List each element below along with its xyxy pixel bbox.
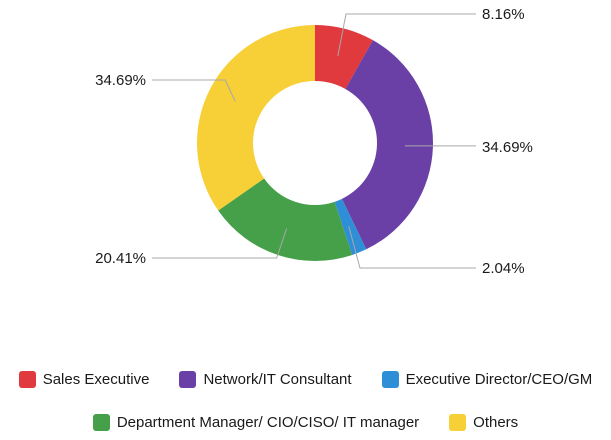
data-label-sales-executive: 8.16% (482, 6, 525, 23)
legend-item-network-it-consultant[interactable]: Network/IT Consultant (179, 371, 352, 388)
legend-label-network-it-consultant: Network/IT Consultant (203, 371, 352, 388)
legend-item-sales-executive[interactable]: Sales Executive (18, 371, 150, 388)
legend-label-sales-executive: Sales Executive (42, 371, 150, 388)
legend-row-1: Sales Executive Network/IT Consultant Ex… (0, 371, 611, 388)
leader-line-others (152, 79, 236, 102)
leader-line-department-manager-cio-ciso-it-manager (152, 228, 288, 259)
legend-swatch-network-it-consultant (179, 371, 197, 388)
legend-swatch-others (449, 414, 467, 431)
legend-label-department-manager: Department Manager/ CIO/CISO/ IT manager (116, 414, 420, 431)
legend-label-executive-director: Executive Director/CEO/GM (405, 371, 593, 388)
legend-swatch-executive-director (381, 371, 399, 388)
legend-swatch-sales-executive (18, 371, 36, 388)
slice-department-manager-cio-ciso-it-manager[interactable] (218, 178, 353, 261)
leader-line-sales-executive (337, 13, 476, 57)
leader-line-executive-director-ceo-gm (348, 226, 476, 269)
legend-item-others[interactable]: Others (449, 414, 518, 431)
data-label-executive-director-ceo-gm: 2.04% (482, 260, 525, 277)
legend-label-others: Others (473, 414, 519, 431)
data-label-network-it-consultant: 34.69% (482, 139, 533, 156)
data-label-department-manager-cio-ciso-it-manager: 20.41% (95, 250, 146, 267)
legend-swatch-department-manager (92, 414, 110, 431)
slice-network-it-consultant[interactable] (341, 40, 433, 250)
legend-row-2: Department Manager/ CIO/CISO/ IT manager… (0, 414, 611, 431)
slice-others[interactable] (196, 24, 315, 211)
legend-item-executive-director[interactable]: Executive Director/CEO/GM (381, 371, 593, 388)
slice-executive-director-ceo-gm[interactable] (334, 198, 367, 255)
legend-item-department-manager[interactable]: Department Manager/ CIO/CISO/ IT manager (92, 414, 420, 431)
data-label-others: 34.69% (95, 72, 146, 89)
slice-sales-executive[interactable] (315, 25, 373, 89)
